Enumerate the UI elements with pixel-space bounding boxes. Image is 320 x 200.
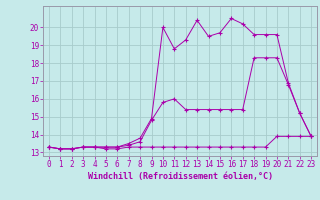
X-axis label: Windchill (Refroidissement éolien,°C): Windchill (Refroidissement éolien,°C) bbox=[87, 172, 273, 181]
